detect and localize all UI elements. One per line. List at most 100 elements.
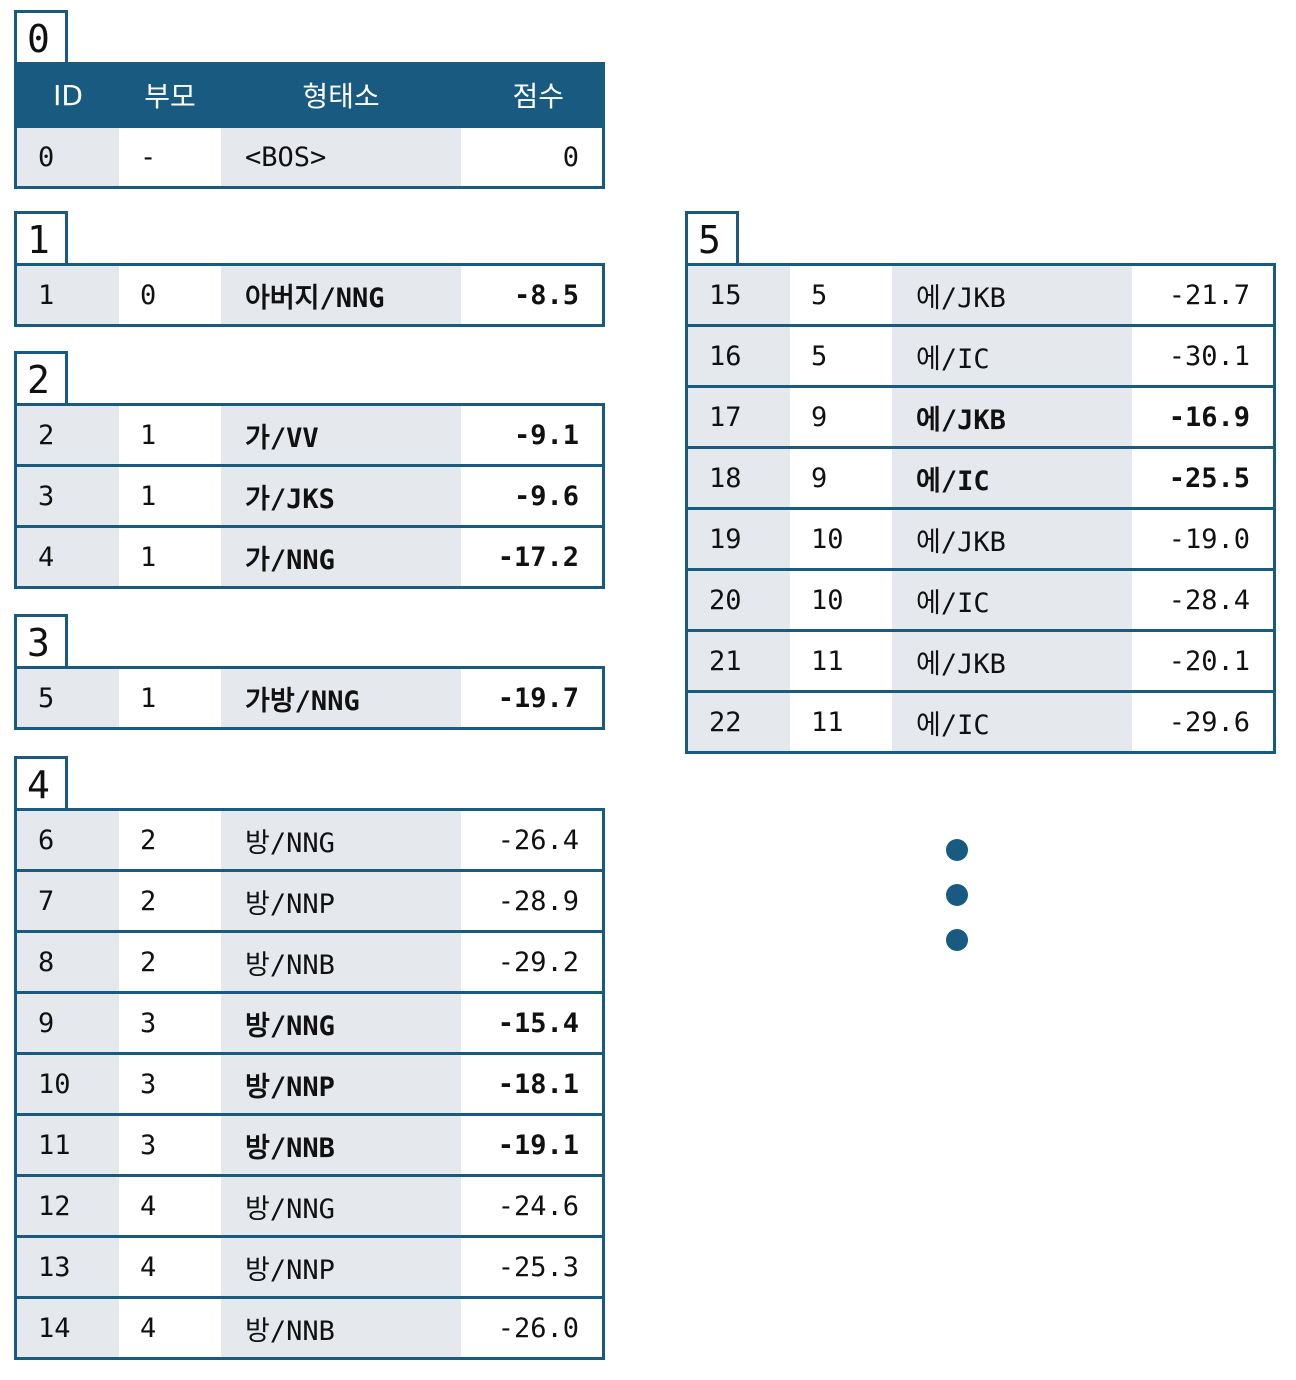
header-score: 점수: [512, 80, 564, 113]
cell-morpheme: 방/NNP: [221, 872, 461, 930]
cell-morpheme: 가방/NNG: [221, 669, 461, 727]
cell-parent: 5: [790, 327, 892, 385]
cell-parent: 3: [119, 994, 221, 1052]
cell-morpheme: 방/NNB: [221, 933, 461, 991]
table-row: 15 5 에/JKB -21.7: [688, 266, 1273, 324]
cell-score: -9.6: [461, 467, 602, 525]
cell-parent: 1: [119, 467, 221, 525]
cell-morpheme: 방/NNB: [221, 1299, 461, 1357]
group-label: 5: [685, 211, 739, 263]
cell-morpheme: 에/IC: [892, 693, 1132, 751]
cell-parent: 4: [119, 1238, 221, 1296]
cell-morpheme: 에/IC: [892, 571, 1132, 629]
cell-id: 12: [17, 1177, 119, 1235]
cell-id: 3: [17, 467, 119, 525]
table-row: 10 3 방/NNP -18.1: [17, 1052, 602, 1113]
cell-id: 4: [17, 528, 119, 586]
group-label: 2: [14, 351, 68, 403]
table-row: 7 2 방/NNP -28.9: [17, 869, 602, 930]
cell-parent: 0: [119, 266, 221, 324]
table-row: 4 1 가/NNG -17.2: [17, 525, 602, 586]
cell-parent: 1: [119, 669, 221, 727]
table-row: 20 10 에/IC -28.4: [688, 568, 1273, 629]
group-label: 3: [14, 614, 68, 666]
cell-id: 20: [688, 571, 790, 629]
cell-parent: 4: [119, 1299, 221, 1357]
table-row: 18 9 에/IC -25.5: [688, 446, 1273, 507]
cell-parent: 3: [119, 1055, 221, 1113]
cell-id: 10: [17, 1055, 119, 1113]
cell-parent: 5: [790, 266, 892, 324]
table-row: 11 3 방/NNB -19.1: [17, 1113, 602, 1174]
cell-score: -15.4: [461, 994, 602, 1052]
cell-morpheme: 에/JKB: [892, 266, 1132, 324]
table-row: 9 3 방/NNG -15.4: [17, 991, 602, 1052]
table-row: 2 1 가/VV -9.1: [17, 406, 602, 464]
cell-score: -16.9: [1132, 388, 1273, 446]
cell-morpheme: 에/JKB: [892, 632, 1132, 690]
cell-id: 0: [17, 128, 119, 186]
cell-parent: 10: [790, 510, 892, 568]
cell-morpheme: 방/NNG: [221, 994, 461, 1052]
cell-id: 19: [688, 510, 790, 568]
cell-score: -21.7: [1132, 266, 1273, 324]
group-0: 0 ID 부모 형태소 점수 0 - <BOS> 0: [14, 10, 605, 189]
cell-score: -19.0: [1132, 510, 1273, 568]
header-parent: 부모: [144, 80, 196, 113]
cell-score: -29.2: [461, 933, 602, 991]
table-header: ID 부모 형태소 점수: [17, 65, 602, 125]
cell-score: -25.5: [1132, 449, 1273, 507]
cell-id: 14: [17, 1299, 119, 1357]
cell-score: -24.6: [461, 1177, 602, 1235]
cell-parent: 2: [119, 872, 221, 930]
cell-morpheme: 방/NNP: [221, 1238, 461, 1296]
cell-score: -8.5: [461, 266, 602, 324]
cell-parent: 1: [119, 406, 221, 464]
lattice-table: 5 1 가방/NNG -19.7: [14, 666, 605, 730]
cell-id: 18: [688, 449, 790, 507]
table-row: 14 4 방/NNB -26.0: [17, 1296, 602, 1357]
table-row: 19 10 에/JKB -19.0: [688, 507, 1273, 568]
table-row: 12 4 방/NNG -24.6: [17, 1174, 602, 1235]
header-morpheme: 형태소: [302, 80, 380, 113]
cell-id: 5: [17, 669, 119, 727]
lattice-table: 6 2 방/NNG -26.4 7 2 방/NNP -28.9 8 2 방/NN…: [14, 808, 605, 1360]
cell-morpheme: 가/JKS: [221, 467, 461, 525]
table-row: 22 11 에/IC -29.6: [688, 690, 1273, 751]
cell-morpheme: 가/VV: [221, 406, 461, 464]
cell-id: 6: [17, 811, 119, 869]
table-row: 6 2 방/NNG -26.4: [17, 811, 602, 869]
cell-morpheme: 방/NNG: [221, 811, 461, 869]
cell-score: 0: [461, 128, 602, 186]
cell-score: -9.1: [461, 406, 602, 464]
ellipsis-dot: [946, 839, 968, 861]
cell-morpheme: 에/JKB: [892, 388, 1132, 446]
cell-id: 13: [17, 1238, 119, 1296]
cell-id: 22: [688, 693, 790, 751]
cell-score: -19.7: [461, 669, 602, 727]
table-row: 3 1 가/JKS -9.6: [17, 464, 602, 525]
table-row: 0 - <BOS> 0: [17, 125, 602, 186]
cell-id: 11: [17, 1116, 119, 1174]
cell-score: -17.2: [461, 528, 602, 586]
table-row: 13 4 방/NNP -25.3: [17, 1235, 602, 1296]
cell-morpheme: 가/NNG: [221, 528, 461, 586]
cell-id: 17: [688, 388, 790, 446]
table-row: 21 11 에/JKB -20.1: [688, 629, 1273, 690]
cell-parent: 1: [119, 528, 221, 586]
cell-parent: 11: [790, 632, 892, 690]
header-id: ID: [53, 78, 83, 112]
ellipsis-dot: [946, 884, 968, 906]
cell-id: 21: [688, 632, 790, 690]
cell-morpheme: 방/NNG: [221, 1177, 461, 1235]
cell-id: 9: [17, 994, 119, 1052]
cell-parent: 2: [119, 933, 221, 991]
cell-id: 1: [17, 266, 119, 324]
cell-parent: 3: [119, 1116, 221, 1174]
group-label: 1: [14, 211, 68, 263]
cell-score: -26.4: [461, 811, 602, 869]
cell-score: -28.9: [461, 872, 602, 930]
cell-morpheme: 방/NNP: [221, 1055, 461, 1113]
table-row: 8 2 방/NNB -29.2: [17, 930, 602, 991]
cell-parent: 10: [790, 571, 892, 629]
